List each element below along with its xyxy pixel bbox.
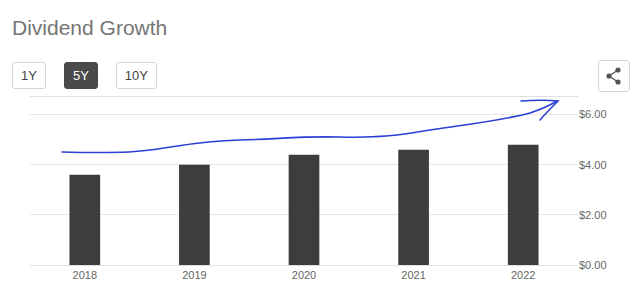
html-text:1Y: 1Y	[21, 68, 37, 83]
svg-text:2019: 2019	[182, 269, 206, 281]
svg-text:2020: 2020	[292, 269, 316, 281]
svg-text:2021: 2021	[401, 269, 425, 281]
svg-text:2022: 2022	[511, 269, 535, 281]
svg-text:$4.00: $4.00	[579, 159, 607, 171]
html-text:5Y: 5Y	[72, 68, 89, 83]
svg-text:$6.00: $6.00	[579, 108, 607, 120]
svg-text:$0.00: $0.00	[579, 259, 607, 271]
html-text:Dividend Growth: Dividend Growth	[12, 16, 168, 39]
svg-text:$2.00: $2.00	[579, 209, 607, 221]
html-text:10Y: 10Y	[124, 68, 148, 83]
svg-text:2018: 2018	[73, 269, 97, 281]
